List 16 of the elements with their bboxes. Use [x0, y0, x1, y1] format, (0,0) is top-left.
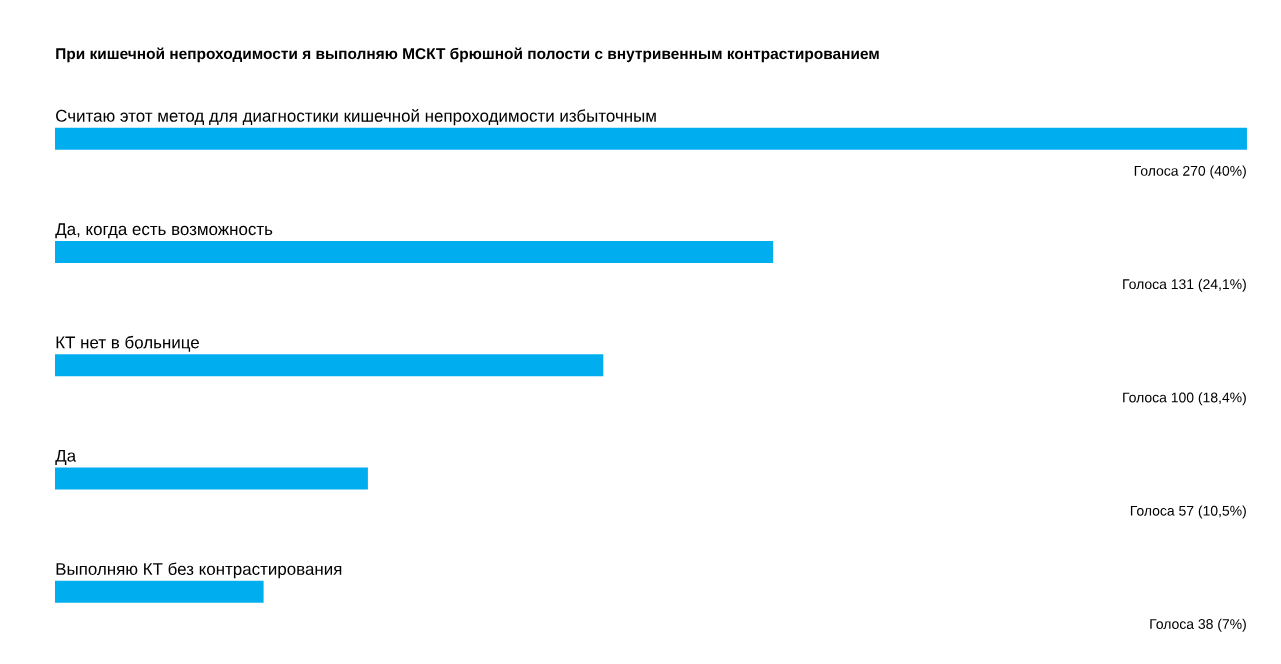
data-label: Голоса 38 (7%) — [1150, 618, 1246, 632]
y-tick-label: Да — [55, 449, 77, 465]
data-label: Голоса 57 (10,5%) — [1130, 505, 1246, 519]
bar — [55, 354, 604, 377]
y-tick-label: Выполняю КТ без контрастирования — [56, 562, 342, 579]
data-label: Голоса 270 (40%) — [1134, 165, 1246, 179]
y-tick-label: Да, когда есть возможность — [55, 223, 273, 239]
chart-title: При кишечной непроходимости я выполняю МСКТ брюшной полости с внутривенным контрастированием — [56, 47, 879, 63]
bar — [55, 467, 368, 490]
y-tick-label: КТ нет в больнице — [56, 335, 199, 352]
bar — [55, 240, 774, 263]
data-label: Голоса 100 (18,4%) — [1123, 392, 1246, 406]
y-tick-label: Считаю этот метод для диагностики кишечной непроходимости избыточным — [56, 109, 656, 126]
bar — [55, 580, 264, 603]
data-label: Голоса 131 (24,1%) — [1123, 278, 1246, 292]
bar — [55, 127, 1247, 150]
